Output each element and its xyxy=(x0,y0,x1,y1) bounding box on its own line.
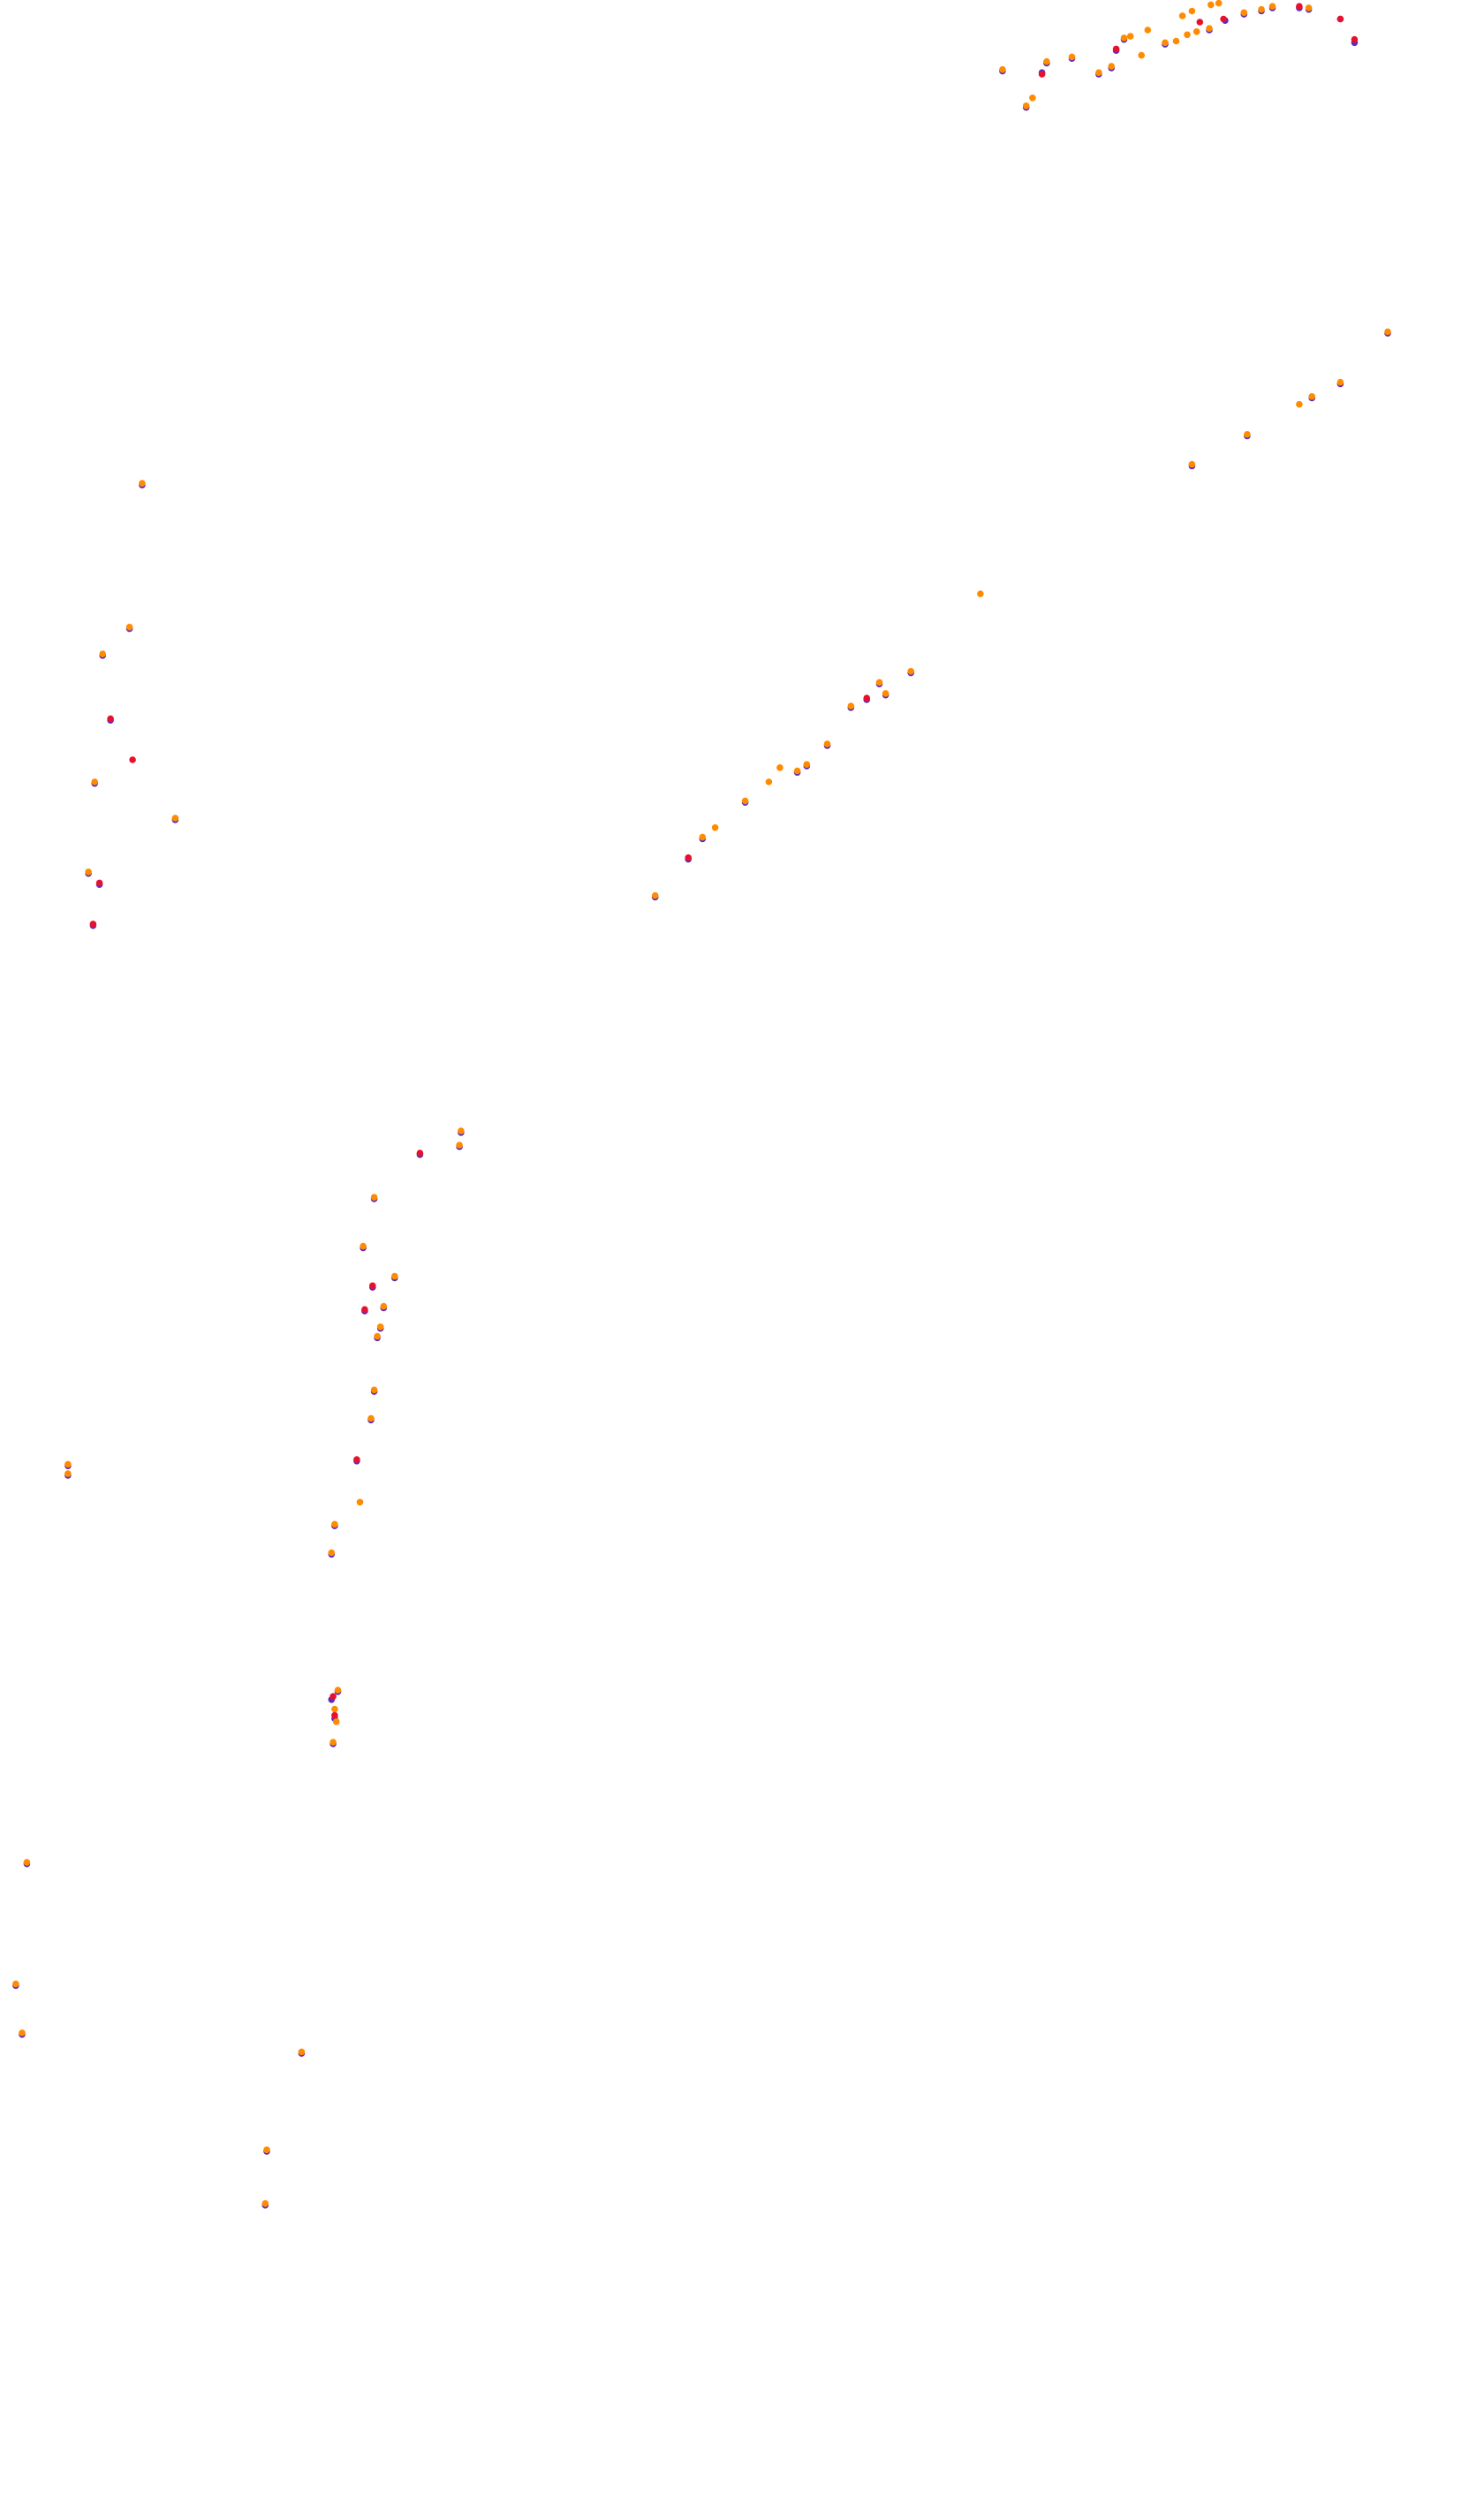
data-point-s2-19 xyxy=(1215,0,1223,7)
data-point-s2-26 xyxy=(1308,393,1315,400)
data-point-s2-45 xyxy=(125,624,133,631)
data-point-s2-73 xyxy=(263,2146,270,2154)
data-point-s2-57 xyxy=(374,1332,381,1340)
data-point-s2-38 xyxy=(776,764,784,771)
data-point-s2-50 xyxy=(458,1127,465,1134)
data-point-s1-4 xyxy=(1296,3,1303,11)
data-point-s2-51 xyxy=(456,1141,463,1149)
data-point-s2-0 xyxy=(999,65,1006,73)
data-point-s1-5 xyxy=(1336,15,1344,23)
data-point-s2-65 xyxy=(334,1687,342,1694)
data-point-s2-47 xyxy=(91,778,98,785)
points-layer xyxy=(12,0,1391,2209)
data-point-s2-49 xyxy=(85,868,92,876)
data-point-s1-18 xyxy=(331,1711,338,1719)
data-point-s2-67 xyxy=(332,1718,340,1725)
data-point-s2-60 xyxy=(356,1498,364,1506)
data-point-s2-72 xyxy=(298,2048,306,2056)
data-point-s2-40 xyxy=(741,797,749,805)
data-point-s2-42 xyxy=(699,833,707,841)
data-point-s1-15 xyxy=(361,1306,368,1313)
series-1 xyxy=(89,3,1359,1719)
data-point-s2-41 xyxy=(711,824,719,831)
data-point-s1-6 xyxy=(1351,35,1359,43)
data-point-s2-56 xyxy=(376,1323,384,1331)
data-point-s2-7 xyxy=(1120,34,1128,42)
data-point-s2-31 xyxy=(907,668,914,675)
data-point-s2-3 xyxy=(1043,57,1050,65)
data-point-s2-32 xyxy=(882,690,890,697)
data-point-s1-9 xyxy=(107,715,114,723)
data-point-s2-24 xyxy=(1384,328,1391,336)
data-point-s2-29 xyxy=(1188,460,1196,468)
data-point-s2-68 xyxy=(329,1739,337,1746)
data-point-s2-54 xyxy=(391,1272,398,1280)
data-point-s2-44 xyxy=(139,480,146,487)
data-point-s1-13 xyxy=(416,1149,424,1156)
data-point-s2-18 xyxy=(1208,1,1215,9)
data-point-s2-74 xyxy=(261,2200,269,2207)
data-point-s2-35 xyxy=(823,740,831,747)
data-point-s2-66 xyxy=(331,1705,338,1713)
data-point-s2-14 xyxy=(1184,31,1191,39)
data-point-s2-28 xyxy=(1244,430,1251,438)
data-point-s2-36 xyxy=(803,761,811,769)
data-point-s1-7 xyxy=(863,694,870,701)
data-point-s2-23 xyxy=(1305,4,1313,11)
data-point-s2-46 xyxy=(99,650,106,657)
data-point-s2-4 xyxy=(1068,53,1076,61)
data-point-s1-10 xyxy=(129,756,136,763)
data-point-s2-39 xyxy=(765,778,773,785)
data-point-s2-9 xyxy=(1138,51,1145,59)
data-point-s2-59 xyxy=(367,1414,375,1422)
data-point-s2-2 xyxy=(1022,102,1030,110)
data-point-s2-13 xyxy=(1178,12,1186,19)
data-point-s2-17 xyxy=(1206,25,1213,32)
data-point-s2-33 xyxy=(875,679,883,686)
data-point-s1-12 xyxy=(89,921,97,928)
data-point-s1-1 xyxy=(1112,45,1120,53)
data-point-s2-10 xyxy=(1144,27,1152,34)
data-point-s2-61 xyxy=(64,1460,72,1468)
data-point-s2-64 xyxy=(328,1549,336,1557)
data-point-s2-11 xyxy=(1162,39,1169,47)
data-point-s2-20 xyxy=(1240,9,1248,17)
data-point-s2-71 xyxy=(19,2029,26,2036)
data-point-s2-1 xyxy=(1029,95,1036,102)
data-point-s1-14 xyxy=(369,1282,376,1290)
data-point-s2-8 xyxy=(1126,33,1134,40)
data-point-s2-55 xyxy=(380,1302,388,1310)
data-point-s2-69 xyxy=(23,1859,31,1866)
data-point-s1-17 xyxy=(329,1693,337,1700)
data-point-s2-62 xyxy=(64,1470,72,1477)
data-point-s2-43 xyxy=(651,891,659,899)
data-point-s2-6 xyxy=(1108,63,1115,70)
data-point-s1-0 xyxy=(1038,71,1046,78)
data-point-s1-16 xyxy=(353,1456,360,1463)
data-point-s2-16 xyxy=(1192,28,1200,35)
data-point-s2-21 xyxy=(1258,5,1265,13)
data-point-s2-48 xyxy=(171,815,179,822)
data-point-s2-37 xyxy=(793,767,801,775)
data-point-s2-15 xyxy=(1188,7,1196,15)
data-point-s1-8 xyxy=(685,854,692,861)
data-point-s2-34 xyxy=(847,702,855,709)
data-point-s2-70 xyxy=(12,1980,19,1988)
data-point-s2-27 xyxy=(1296,400,1303,408)
data-point-s1-11 xyxy=(95,879,103,887)
data-point-s2-58 xyxy=(370,1386,378,1394)
data-point-s1-3 xyxy=(1220,15,1227,23)
data-point-s2-53 xyxy=(360,1242,367,1250)
series-2 xyxy=(12,0,1391,2207)
data-point-s2-12 xyxy=(1172,37,1180,45)
data-point-s2-30 xyxy=(977,590,984,597)
data-point-s2-22 xyxy=(1268,3,1276,11)
data-point-s2-25 xyxy=(1336,378,1344,386)
data-point-s2-5 xyxy=(1095,69,1102,76)
data-point-s2-52 xyxy=(370,1194,378,1201)
data-point-s1-2 xyxy=(1196,19,1204,26)
data-point-s2-63 xyxy=(331,1520,338,1528)
